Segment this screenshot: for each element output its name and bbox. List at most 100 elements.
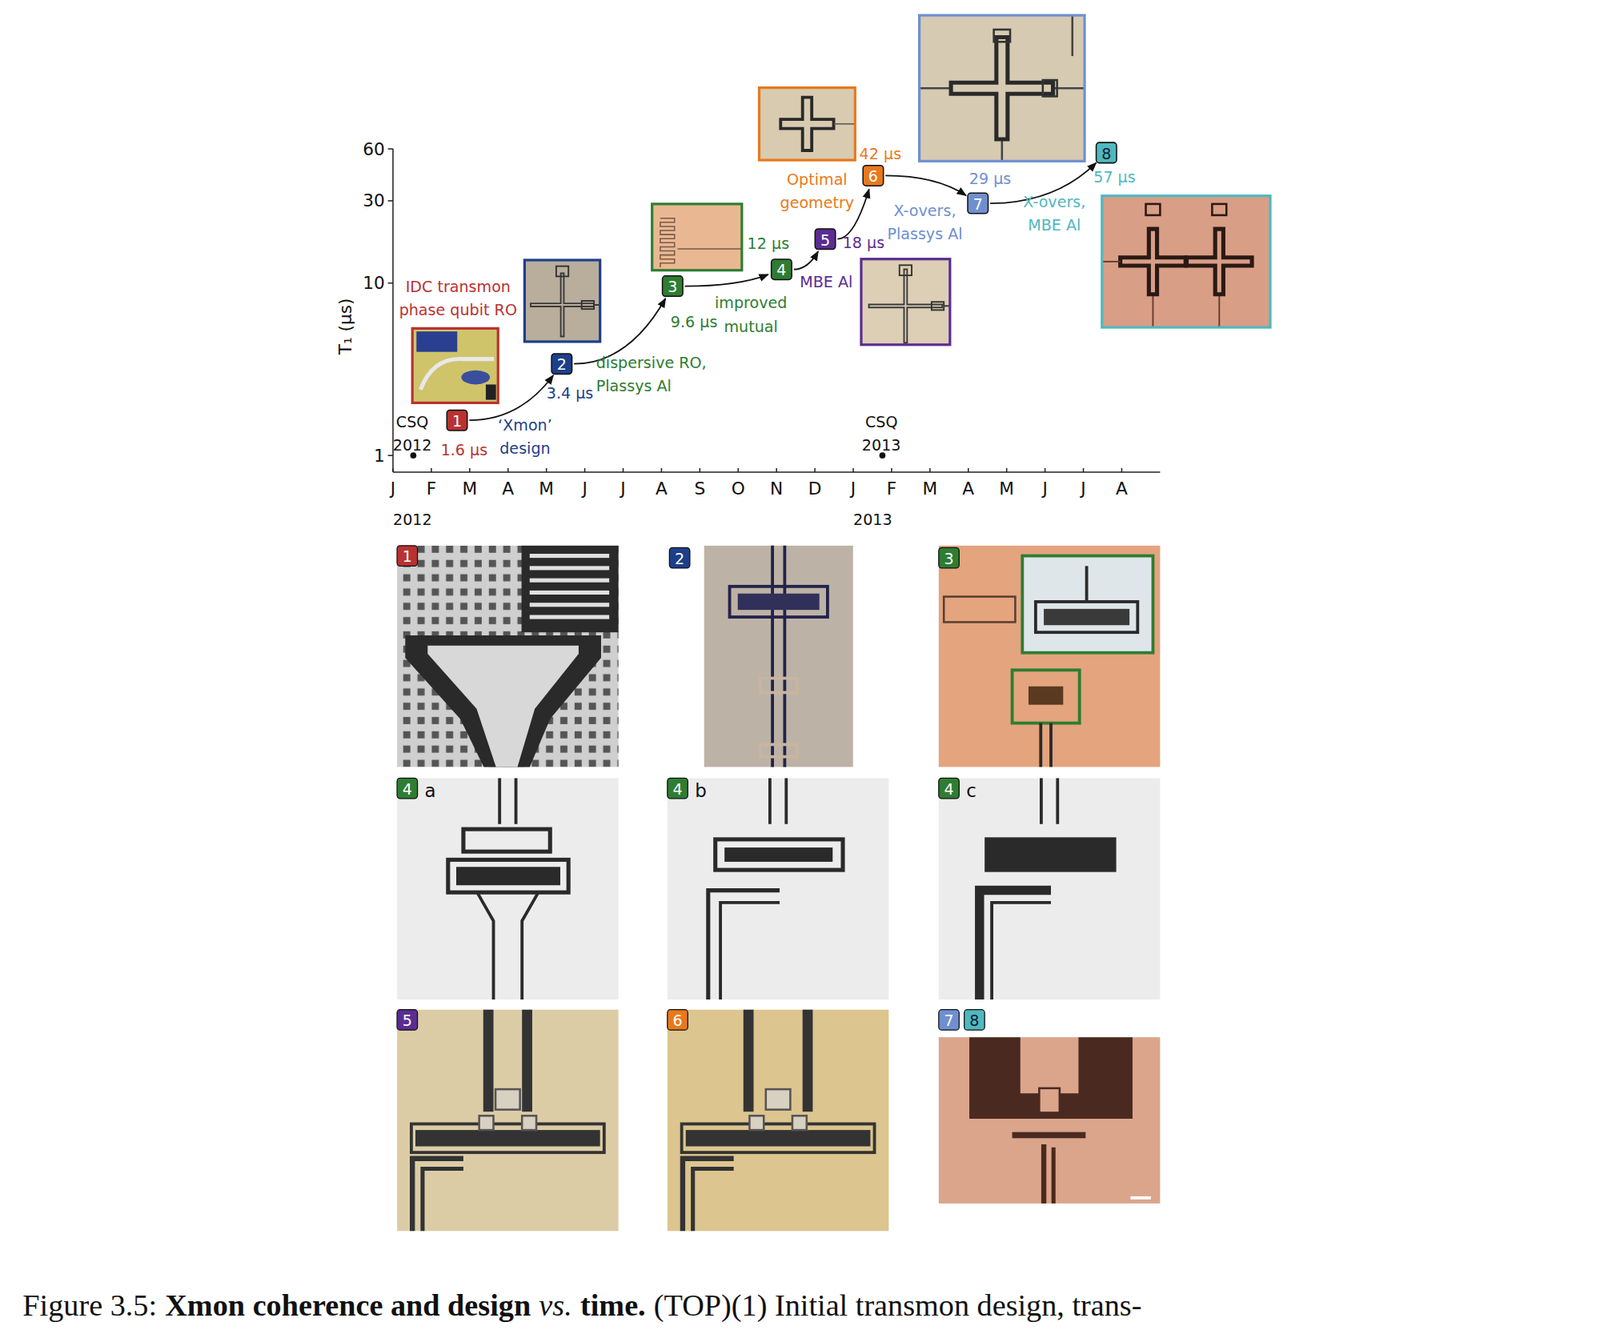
event-label: CSQ	[865, 413, 899, 432]
connector-arrow	[685, 274, 769, 286]
annotation: Plassys Al	[886, 224, 963, 244]
annotation: design	[499, 439, 550, 458]
inset	[759, 88, 856, 161]
junction	[461, 370, 490, 385]
line	[1051, 1147, 1056, 1204]
panel-bg	[704, 545, 854, 768]
badge	[669, 547, 690, 568]
feedline	[477, 892, 538, 1000]
inset	[524, 260, 600, 342]
x-tick	[814, 468, 816, 473]
line	[1049, 723, 1053, 768]
drive-line	[422, 1169, 464, 1232]
x-tick-label: J	[1078, 478, 1086, 499]
x-tick-label: J	[580, 478, 587, 499]
connector-arrow	[885, 175, 967, 196]
panel-bg	[396, 777, 619, 1000]
panel-letter: a	[424, 780, 436, 802]
annotation: Optimal	[786, 170, 848, 189]
x-tick	[545, 468, 548, 473]
idc-frame	[521, 545, 619, 633]
line	[677, 248, 742, 250]
y-axis-line	[392, 148, 394, 473]
x-tick	[1121, 468, 1123, 473]
cross-sketch	[950, 37, 1053, 140]
cross-sketch	[530, 273, 594, 337]
idc-finger	[529, 615, 610, 620]
idc-finger	[529, 553, 610, 558]
idc-finger	[529, 602, 610, 607]
annotation: dispersive RO,	[596, 353, 707, 373]
caption: Figure 3.5:Xmon coherence and designvs.t…	[22, 1288, 1142, 1324]
inset-frame	[919, 15, 1085, 161]
ground-holes	[396, 545, 619, 768]
trace	[420, 358, 494, 389]
inset-bg	[919, 15, 1085, 161]
annotation: mutual	[724, 317, 778, 337]
pad	[737, 593, 820, 610]
line	[1039, 777, 1043, 824]
point-marker	[446, 409, 467, 430]
x-tick	[622, 468, 625, 473]
value-label: 18 μs	[842, 233, 886, 253]
idc-finger	[529, 565, 610, 570]
panel-bg	[938, 545, 1161, 768]
annotation: phase qubit RO	[399, 300, 518, 320]
value-label: 57 μs	[1093, 168, 1136, 187]
coupler	[1211, 204, 1227, 216]
line	[497, 777, 502, 824]
y-tick-label: 10	[362, 272, 385, 293]
annotation: Plassys Al	[596, 376, 672, 396]
point-number: 1	[452, 412, 462, 431]
badge	[396, 545, 418, 566]
value-label: 12 μs	[747, 234, 790, 253]
line	[784, 777, 788, 824]
inset-frame	[412, 328, 498, 403]
zoom-box	[1022, 556, 1153, 654]
x-tick-label: M	[538, 478, 554, 499]
value-label: 42 μs	[859, 144, 903, 164]
inset	[1102, 196, 1271, 328]
badge	[964, 1010, 985, 1031]
inset-bg	[1102, 196, 1271, 328]
drive-line	[720, 902, 780, 1000]
pad	[995, 847, 1104, 863]
ground-cut	[969, 1037, 1133, 1119]
drive-line	[991, 902, 1051, 1000]
claw	[931, 301, 944, 310]
annotation: improved	[714, 293, 787, 313]
cross-sketch	[1186, 228, 1253, 295]
coupler	[556, 266, 569, 277]
point-marker	[551, 353, 572, 374]
meander	[660, 218, 675, 268]
x-tick	[507, 468, 510, 473]
y-tick	[388, 454, 393, 457]
coupler	[1146, 204, 1161, 216]
inset-bg	[412, 328, 498, 403]
value-label: 9.6 μs	[670, 312, 718, 332]
badge-label: 6	[672, 1011, 682, 1031]
pad-outline	[986, 839, 1115, 871]
badge-label: 2	[674, 549, 685, 569]
pad	[456, 866, 561, 886]
pad	[416, 331, 458, 352]
badge-label: 7	[943, 1011, 954, 1031]
y-tick-label: 1	[373, 445, 385, 466]
x-tick-label: A	[501, 478, 514, 499]
point-number: 7	[973, 195, 983, 214]
line	[483, 1010, 494, 1112]
claw	[1042, 80, 1058, 97]
x-tick-label: A	[962, 478, 975, 499]
badge	[938, 1010, 959, 1031]
plot-area	[446, 142, 1117, 431]
line	[1071, 15, 1075, 57]
badge-label: 3	[943, 549, 954, 569]
line	[802, 1010, 814, 1112]
launch-center	[427, 645, 579, 768]
junction-pad	[521, 1115, 537, 1131]
coupler	[994, 29, 1011, 42]
claw	[943, 597, 1015, 623]
panel: 3	[938, 545, 1161, 768]
inset-bg	[524, 260, 600, 342]
junction-pad	[760, 744, 798, 757]
